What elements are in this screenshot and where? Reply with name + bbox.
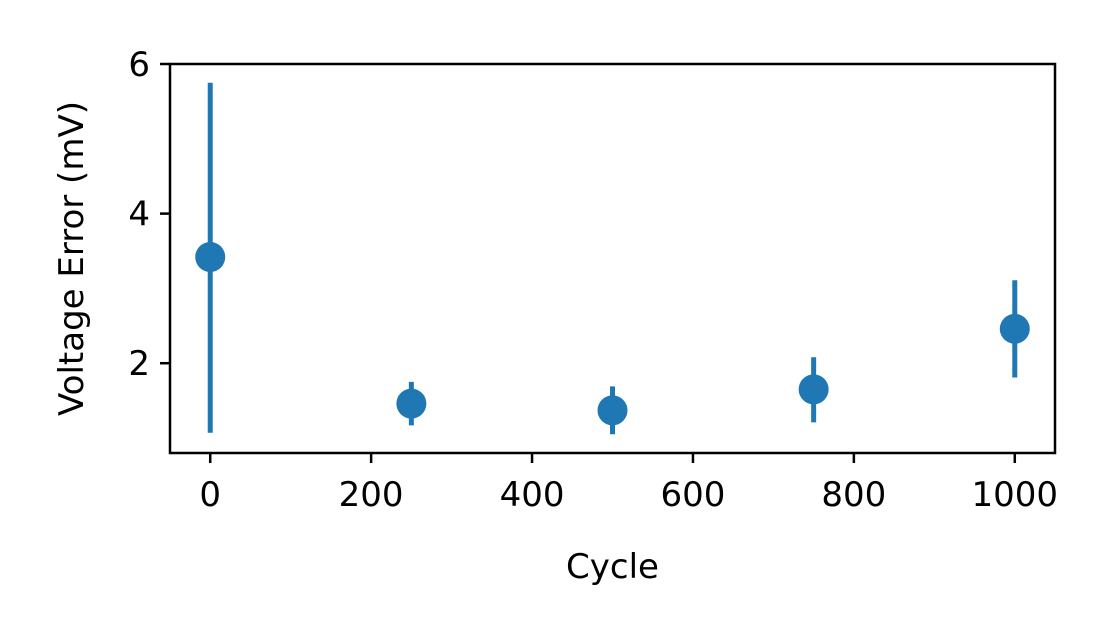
data-point (798, 374, 829, 405)
x-axis-label: Cycle (566, 547, 659, 587)
data-point (195, 242, 226, 273)
y-axis-label: Voltage Error (mV) (52, 101, 92, 416)
y-tick-label: 2 (128, 344, 150, 384)
x-tick-label: 400 (500, 475, 565, 515)
x-tick-label: 800 (821, 475, 886, 515)
x-tick-label: 200 (339, 475, 404, 515)
x-tick-label: 0 (199, 475, 221, 515)
data-point (999, 313, 1030, 344)
x-axis-ticks: 0 200 400 600 800 1000 (199, 453, 1058, 515)
y-axis-ticks: 2 4 6 (128, 45, 170, 384)
data-point (597, 395, 628, 426)
data-point (396, 388, 427, 419)
x-tick-label: 600 (661, 475, 726, 515)
y-tick-label: 4 (128, 195, 150, 235)
plot-frame (168, 62, 1057, 455)
y-tick-label: 6 (128, 45, 150, 85)
plot-area (195, 82, 1030, 435)
x-tick-label: 1000 (972, 475, 1059, 515)
